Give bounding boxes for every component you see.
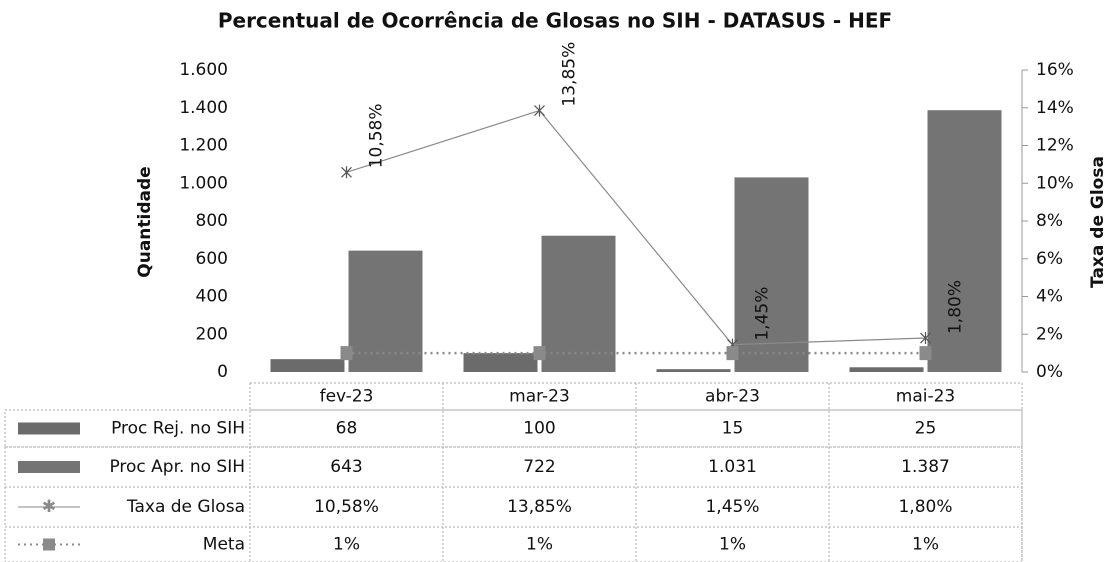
y-tick-label: 1.600: [179, 60, 228, 80]
bar: [348, 250, 423, 372]
y2-tick-label: 12%: [1036, 136, 1074, 156]
data-label: 1,80%: [946, 280, 966, 334]
marker: [534, 104, 545, 117]
legend-swatch: [18, 422, 80, 435]
bar: [270, 359, 345, 372]
table-value: 1,45%: [705, 497, 759, 517]
table-value: 1,80%: [898, 497, 952, 517]
legend-label: Taxa de Glosa: [126, 497, 245, 517]
marker: [919, 346, 932, 361]
table-value: 1.387: [901, 457, 950, 477]
line: [346, 109, 926, 346]
table-row: [4, 409, 1023, 448]
bar: [927, 110, 1002, 373]
table-value: 10,58%: [314, 497, 379, 517]
table-value: 1%: [912, 535, 939, 555]
data-label: 1,45%: [753, 287, 773, 341]
marker: [341, 166, 352, 179]
y-tick-label: 800: [196, 211, 228, 231]
bar: [541, 235, 616, 372]
chart-title: Percentual de Ocorrência de Glosas no SI…: [218, 9, 892, 33]
y2-tick-label: 10%: [1036, 173, 1074, 193]
x-tick-label: mai-23: [896, 387, 955, 407]
table-value: 100: [523, 419, 555, 439]
bar: [463, 353, 538, 372]
y-tick-label: 1.000: [179, 173, 228, 193]
bar: [849, 367, 924, 372]
marker: [533, 346, 546, 361]
y2-tick-label: 0%: [1036, 362, 1063, 382]
table-value: 1%: [719, 535, 746, 555]
y-tick-label: 200: [196, 324, 228, 344]
table-value: 1%: [526, 535, 553, 555]
marker: [920, 332, 931, 345]
y2-axis-title: Taxa de Glosa: [1088, 156, 1108, 288]
x-tick-label: mar-23: [509, 387, 570, 407]
y-tick-label: 1.400: [179, 98, 228, 118]
legend-swatch: [18, 461, 80, 473]
legend-label: Proc Apr. no SIH: [109, 457, 245, 477]
table-value: 68: [336, 419, 358, 439]
table-row: [4, 526, 1023, 562]
y2-tick-label: 4%: [1036, 287, 1063, 307]
marker: [340, 346, 353, 361]
y-tick-label: 400: [196, 287, 228, 307]
x-tick-label: abr-23: [705, 387, 760, 407]
y2-tick-label: 2%: [1036, 324, 1063, 344]
legend-marker: ✱: [42, 497, 56, 517]
table-value: 1.031: [708, 457, 757, 477]
table-value: 15: [722, 419, 744, 439]
bar: [656, 369, 731, 372]
legend-marker: [43, 538, 55, 551]
bar: [734, 177, 809, 372]
y-tick-label: 0: [217, 362, 228, 382]
table-value: 643: [330, 457, 362, 477]
y-tick-label: 600: [196, 249, 228, 269]
y2-tick-label: 8%: [1036, 211, 1063, 231]
table-value: 722: [523, 457, 555, 477]
marker: [726, 346, 739, 361]
data-label: 10,58%: [367, 103, 387, 168]
y2-tick-label: 16%: [1036, 60, 1074, 80]
y2-tick-label: 14%: [1036, 98, 1074, 118]
table-value: 25: [915, 419, 937, 439]
y-tick-label: 1.200: [179, 136, 228, 156]
legend-label: Proc Rej. no SIH: [111, 419, 245, 439]
table-value: 1%: [333, 535, 360, 555]
table-value: 13,85%: [507, 497, 572, 517]
y2-tick-label: 6%: [1036, 249, 1063, 269]
data-label: 13,85%: [560, 42, 580, 107]
x-tick-label: fev-23: [320, 387, 374, 407]
legend-label: Meta: [203, 535, 245, 555]
y-axis-title: Quantidade: [135, 166, 155, 277]
